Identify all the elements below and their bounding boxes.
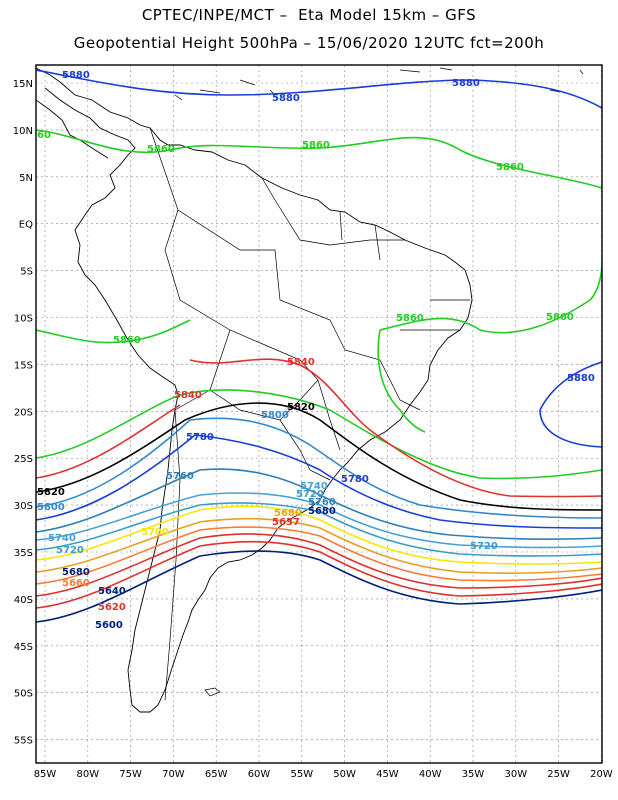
contour-label: 5860 [496, 162, 524, 173]
lat-tick-label: EQ [19, 220, 33, 231]
contour-label: 5860 [546, 312, 574, 323]
contour-label: 5880 [272, 93, 300, 104]
contour-label: 5600 [95, 620, 123, 631]
contour-5860-coast [377, 329, 426, 433]
lon-tick-label: 70W [162, 769, 185, 780]
contour-5820 [36, 402, 602, 511]
lat-tick-label: 50S [14, 689, 33, 700]
contour-label: 5760 [308, 497, 336, 508]
country-borders [149, 127, 470, 701]
contour-label: 5720 [296, 489, 324, 500]
contour-label: 5760 [166, 471, 194, 482]
caribbean-islands [174, 67, 584, 101]
lat-tick-label: 5N [19, 173, 33, 184]
contour-label: 5680 [274, 508, 302, 519]
lat-tick-label: 15N [13, 79, 33, 90]
longitude-tick-labels: 85W 80W 75W 70W 65W 60W 55W 50W 45W 40W 35W 30W 25W 2… [34, 769, 613, 780]
south-america-coastline [44, 81, 473, 713]
contour-label: 5680 [308, 506, 336, 517]
contour-5740 [36, 492, 602, 549]
contour-5860-north [36, 129, 602, 189]
lat-tick-label: 15S [14, 360, 33, 371]
contour-label: 5840 [287, 357, 315, 368]
plot-frame [35, 64, 603, 764]
lon-tick-label: 75W [119, 769, 142, 780]
lon-tick-label: 60W [248, 769, 271, 780]
lat-tick-label: 25S [14, 454, 33, 465]
contour-label: 5680 [62, 567, 90, 578]
contour-5640 [36, 533, 602, 597]
contour-5660 [36, 526, 602, 585]
lat-tick-label: 40S [14, 595, 33, 606]
lat-tick-label: 45S [14, 642, 33, 653]
map-title-line1: CPTEC/INPE/MCT – Eta Model 15km – GFS [141, 6, 477, 24]
contour-label: 5740 [300, 481, 328, 492]
height-contours [36, 69, 602, 623]
lat-tick-label: 20S [14, 407, 33, 418]
contour-5720 [36, 502, 602, 557]
coastlines [36, 67, 584, 713]
contour-label: 5660 [62, 578, 90, 589]
contour-label: 5720 [470, 541, 498, 552]
contour-5680 [36, 517, 602, 575]
contour-label: 5780 [341, 474, 369, 485]
lon-tick-label: 45W [376, 769, 399, 780]
lat-tick-label: 5S [20, 267, 33, 278]
contour-label: 5620 [98, 602, 126, 613]
map-title-line2: Geopotential Height 500hPa – 15/06/2020 … [73, 34, 545, 52]
contour-label: 5860 [113, 335, 141, 346]
contour-5880-north [36, 69, 602, 109]
contour-label: 5880 [567, 373, 595, 384]
lon-tick-label: 65W [205, 769, 228, 780]
lon-tick-label: 30W [504, 769, 527, 780]
contour-label: 5800 [261, 410, 289, 421]
contour-label: 5860 [302, 140, 330, 151]
contour-label: 5840 [174, 390, 202, 401]
lon-tick-label: 80W [76, 769, 99, 780]
contour-5860-mid [36, 319, 191, 344]
contour-label: 5720 [56, 545, 84, 556]
contour-label: 5640 [98, 586, 126, 597]
contour-label: 5860 [147, 144, 175, 155]
contour-label: 5637 [272, 517, 300, 528]
contour-5600 [36, 550, 602, 623]
contour-label: 5880 [62, 70, 90, 81]
lat-tick-label: 10S [14, 314, 33, 325]
lat-tick-label: 35S [14, 548, 33, 559]
lat-tick-label: 30S [14, 501, 33, 512]
contour-label: 5740 [48, 533, 76, 544]
contour-label: 5700 [141, 527, 169, 538]
contour-5860-south [36, 389, 602, 480]
latitude-tick-labels: 15N 10N 5N EQ 5S 10S 15S 20S 25S 30S 35S 40S 45S 50S 5… [13, 79, 33, 747]
lon-tick-label: 25W [547, 769, 570, 780]
lon-tick-label: 20W [590, 769, 613, 780]
grid-lines [36, 65, 602, 763]
lat-tick-label: 55S [14, 736, 33, 747]
lon-tick-label: 85W [34, 769, 57, 780]
contour-5800 [36, 417, 602, 519]
contour-label: 5880 [452, 78, 480, 89]
lon-tick-label: 35W [462, 769, 485, 780]
contour-labels: 5880 5880 5880 60 5860 5860 5860 5860 58… [37, 70, 595, 631]
contour-label: 5820 [287, 402, 315, 413]
lon-tick-label: 50W [333, 769, 356, 780]
contour-5780 [36, 434, 602, 529]
lon-tick-label: 40W [419, 769, 442, 780]
contour-5840 [36, 358, 602, 498]
contour-5620 [36, 540, 602, 609]
contour-label: 60 [37, 130, 51, 141]
contour-5860-east [379, 261, 602, 334]
falkland-islands [204, 687, 221, 697]
contour-label: 5860 [396, 313, 424, 324]
lon-tick-label: 55W [290, 769, 313, 780]
contour-label: 5780 [186, 432, 214, 443]
contour-label: 5800 [37, 502, 65, 513]
lat-tick-label: 10N [13, 126, 33, 137]
contour-5880-east [539, 361, 602, 448]
contour-5760 [36, 468, 602, 541]
contour-5700 [36, 505, 602, 565]
contour-label: 5820 [37, 487, 65, 498]
